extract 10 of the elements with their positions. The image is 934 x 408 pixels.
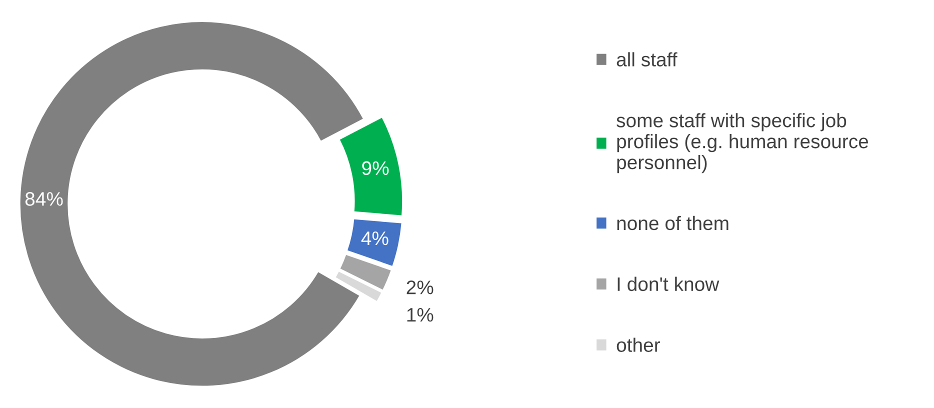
legend-label: all staff	[616, 52, 678, 66]
legend-label: none of them	[617, 216, 728, 230]
data-label: 4%	[361, 231, 388, 246]
data-label: 84%	[25, 192, 63, 206]
data-label: 9%	[362, 161, 389, 176]
legend-label: some staff with specific job profiles (e.g. human resource personnel)	[616, 113, 868, 174]
legend-label: other	[616, 338, 660, 352]
data-label: 2%	[406, 280, 434, 294]
data-label: 1%	[407, 308, 434, 322]
legend-label: I don't know	[618, 276, 720, 292]
